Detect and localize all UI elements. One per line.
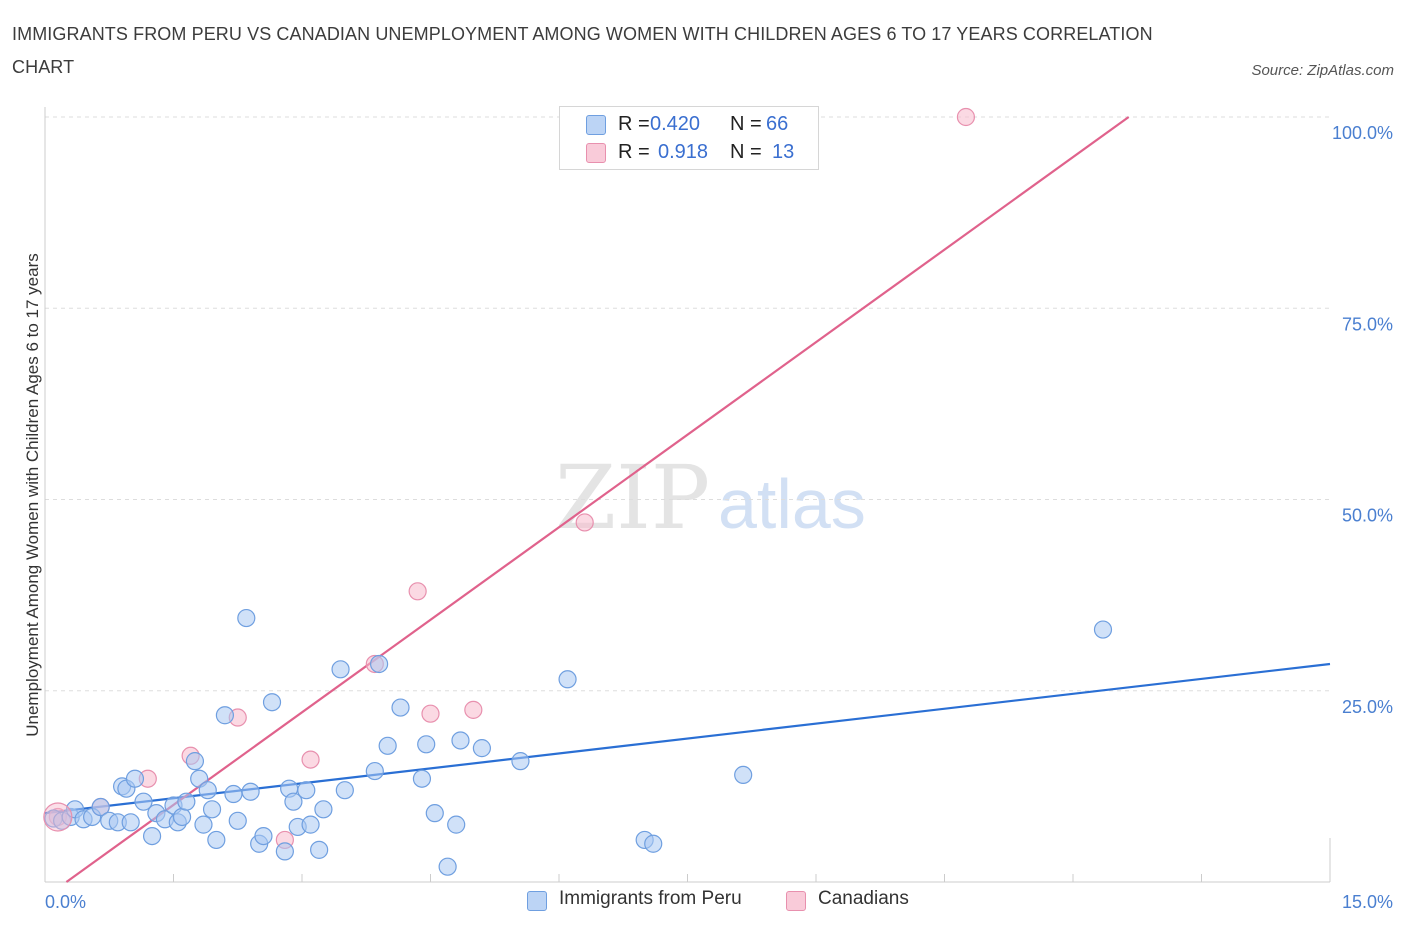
canadians-point xyxy=(575,513,594,532)
peru-point xyxy=(284,792,303,811)
stats-legend: R = 0.420 N = 66 R = 0.918 N = 13 xyxy=(559,106,819,170)
peru-point xyxy=(262,693,282,712)
trend-lines xyxy=(44,116,1331,883)
peru-point xyxy=(224,784,243,804)
peru-point xyxy=(417,735,436,754)
peru-point xyxy=(301,815,320,834)
peru-point xyxy=(125,769,145,788)
peru-point xyxy=(134,792,153,811)
n-label: N = xyxy=(730,141,762,163)
peru-point xyxy=(378,736,397,755)
y-tick-label: 25.0% xyxy=(1342,697,1393,717)
r-value: 0.918 xyxy=(658,141,709,163)
peru-point xyxy=(644,834,663,853)
canadians-point xyxy=(956,107,976,127)
peru-point xyxy=(314,800,333,819)
peru-point xyxy=(228,811,247,830)
watermark-zip: ZIP xyxy=(555,446,710,549)
peru-point xyxy=(121,813,140,832)
x-tick-label: 15.0% xyxy=(1342,892,1393,912)
peru-point xyxy=(310,840,329,859)
canadians-swatch xyxy=(786,891,806,911)
peru-point xyxy=(198,781,217,800)
peru-point xyxy=(425,804,444,823)
axes xyxy=(44,107,1331,883)
peru-point xyxy=(185,752,205,771)
peru-swatch xyxy=(527,891,547,911)
peru-swatch xyxy=(586,115,606,135)
peru-point xyxy=(194,815,213,834)
peru-point xyxy=(335,781,354,800)
watermark-atlas: atlas xyxy=(718,465,866,543)
canadians-swatch xyxy=(586,143,606,163)
chart-title: IMMIGRANTS FROM PERU VS CANADIAN UNEMPLO… xyxy=(12,24,1153,77)
n-label: N = xyxy=(730,113,762,135)
n-value: 66 xyxy=(766,113,789,135)
y-tick-label: 100.0% xyxy=(1332,123,1393,143)
peru-point xyxy=(438,857,457,876)
x-tick-label: 0.0% xyxy=(45,892,86,912)
y-tick-labels: 25.0% 50.0% 75.0% 100.0% xyxy=(1332,123,1393,717)
peru-point xyxy=(391,698,410,717)
peru-point xyxy=(142,826,162,846)
legend-label: Immigrants from Peru xyxy=(559,888,742,909)
peru-point xyxy=(511,752,530,771)
r-label: R = xyxy=(618,141,650,163)
peru-point xyxy=(472,739,491,758)
canadians-point xyxy=(408,582,427,601)
canadians-point xyxy=(301,750,320,769)
r-value: 0.420 xyxy=(650,113,701,135)
canadians-point xyxy=(43,802,73,832)
peru-trend-line xyxy=(44,662,1331,815)
peru-point xyxy=(207,830,226,850)
peru-point xyxy=(215,706,234,725)
n-value: 13 xyxy=(772,141,795,163)
peru-point xyxy=(558,670,577,689)
peru-point xyxy=(734,765,753,785)
y-axis-label: Unemployment Among Women with Children A… xyxy=(23,253,42,737)
peru-point xyxy=(237,608,256,628)
scatter-points xyxy=(43,107,1113,876)
legend-label: Canadians xyxy=(818,888,909,909)
y-tick-label: 50.0% xyxy=(1342,506,1393,526)
gridlines xyxy=(45,116,1330,692)
peru-point xyxy=(241,782,260,801)
canadians-point xyxy=(421,704,440,723)
peru-point xyxy=(91,797,110,817)
peru-point xyxy=(365,761,384,781)
watermark: ZIP atlas xyxy=(555,446,866,549)
canadians-trend-line xyxy=(65,116,1130,883)
peru-point xyxy=(447,815,466,834)
canadians-point xyxy=(464,700,483,719)
peru-point xyxy=(297,781,316,800)
peru-point xyxy=(202,800,222,819)
peru-point xyxy=(1093,620,1113,639)
source-label: Source: ZipAtlas.com xyxy=(1251,62,1394,79)
x-tick-labels: 0.0% 15.0% xyxy=(45,892,1393,912)
peru-point xyxy=(412,769,432,788)
peru-point xyxy=(177,792,196,811)
y-tick-label: 75.0% xyxy=(1342,314,1393,334)
peru-point xyxy=(172,807,192,827)
peru-point xyxy=(331,660,350,679)
r-label: R = xyxy=(618,113,650,135)
peru-point xyxy=(254,826,273,846)
peru-point xyxy=(370,654,389,674)
peru-point xyxy=(451,731,470,750)
peru-point xyxy=(275,842,294,861)
